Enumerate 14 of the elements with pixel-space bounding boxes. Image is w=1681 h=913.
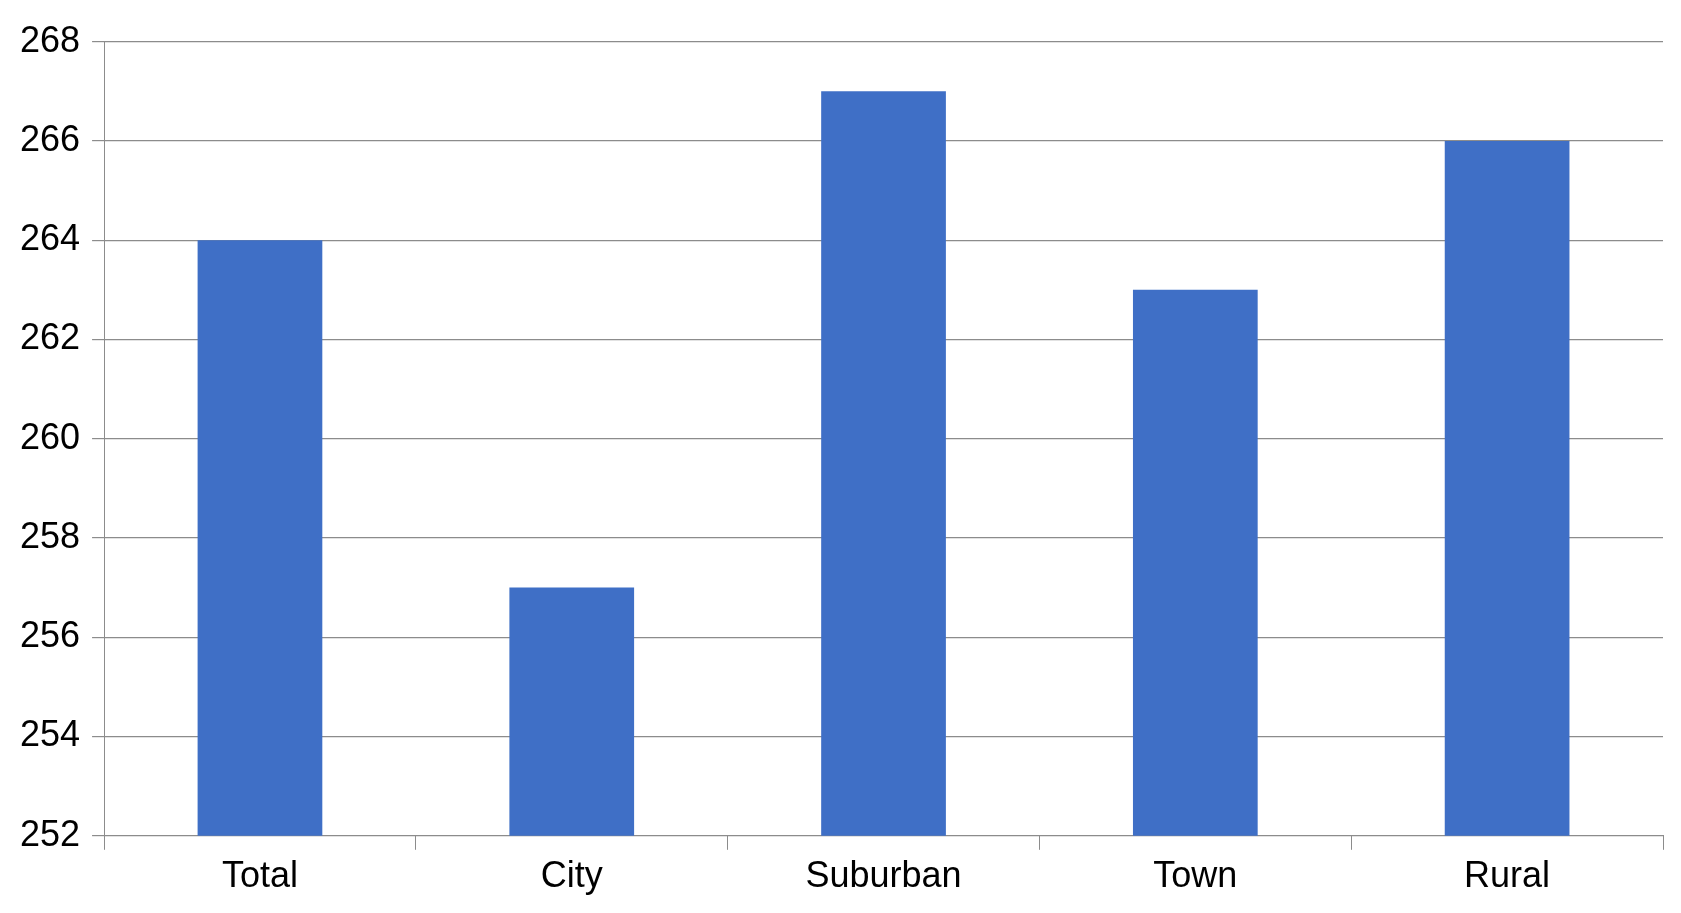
- x-tick-label: Total: [221, 854, 298, 896]
- y-tick-label: 262: [19, 316, 81, 358]
- x-tick-label: Town: [1153, 854, 1238, 896]
- x-tick-label: Rural: [1464, 854, 1551, 896]
- x-tick-label: City: [540, 854, 603, 896]
- y-tick-label: 254: [19, 713, 81, 755]
- y-tick-label: 264: [19, 217, 81, 259]
- y-tick-label: 268: [19, 18, 81, 60]
- y-tick-label: 266: [19, 117, 81, 159]
- x-tick-label: Suburban: [805, 854, 962, 896]
- y-tick-label: 258: [19, 514, 81, 556]
- y-tick-label: 256: [19, 614, 81, 656]
- y-tick-label: 252: [19, 812, 81, 854]
- y-tick-label: 260: [19, 415, 81, 457]
